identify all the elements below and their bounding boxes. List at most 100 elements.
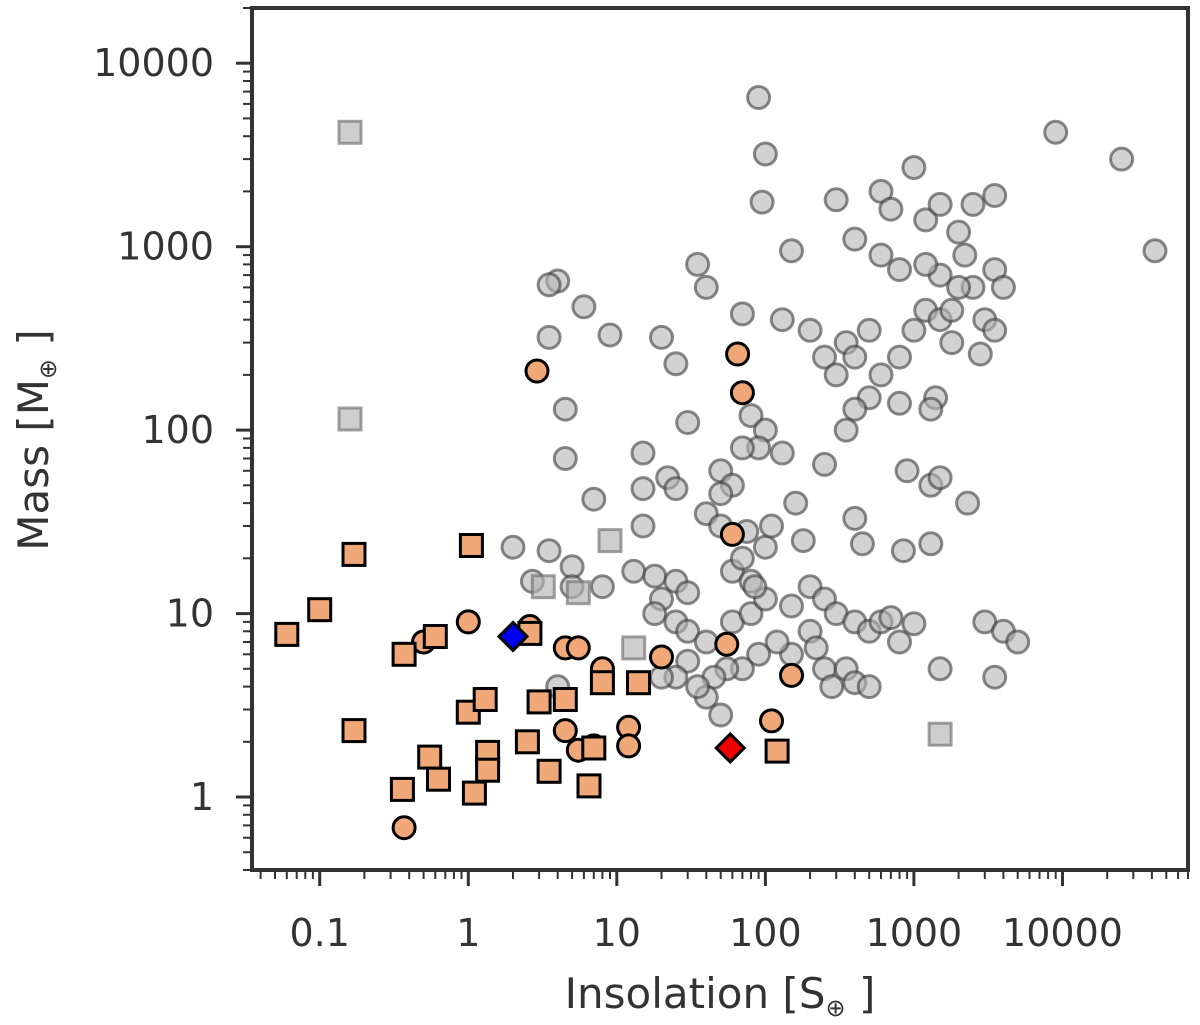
orange-square-point-0 — [274, 621, 300, 647]
gray-circle-point-126 — [685, 674, 711, 700]
gray-circle-point-109 — [742, 574, 768, 600]
gray-circles-series — [500, 85, 1168, 728]
gray-circle-point-72 — [581, 486, 607, 512]
x-tick-label: 1000 — [866, 911, 963, 955]
gray-circle-point-6 — [901, 155, 927, 180]
highlight-red-series — [714, 731, 747, 765]
orange-square-point-11 — [552, 687, 578, 712]
gray-circle-point-89 — [738, 601, 764, 627]
gray-circle-point-42 — [856, 317, 882, 343]
gray-circle-point-145 — [946, 274, 972, 300]
orange-square-point-3 — [458, 533, 484, 558]
orange-circle-point-2 — [729, 380, 755, 406]
orange-square-point-13 — [626, 670, 651, 696]
gray-circle-point-59 — [738, 403, 764, 429]
orange-circle-point-12 — [779, 662, 804, 688]
gray-square-point-0 — [337, 119, 363, 145]
gray-circle-point-13 — [982, 183, 1008, 208]
gray-circle-point-32 — [536, 324, 562, 350]
data-points — [274, 85, 1168, 841]
orange-square-point-10 — [526, 689, 552, 715]
gray-circle-point-27 — [693, 274, 719, 300]
y-tick-label: 10000 — [93, 41, 214, 85]
gray-circle-point-118 — [856, 674, 882, 700]
orange-circle-point-8 — [565, 635, 591, 661]
orange-square-point-2 — [341, 541, 367, 567]
gray-circle-point-148 — [967, 341, 993, 367]
x-tick-label: 100 — [729, 911, 802, 955]
gray-square-point-2 — [530, 574, 556, 600]
gray-circle-point-137 — [982, 664, 1008, 690]
gray-circle-point-4 — [1109, 146, 1135, 172]
gray-circle-point-57 — [630, 440, 656, 466]
gray-circle-point-45 — [901, 317, 927, 343]
orange-circle-point-4 — [455, 609, 481, 635]
orange-square-point-18 — [475, 757, 501, 783]
gray-circle-point-120 — [764, 629, 790, 655]
tick-labels: 0.1 1 10 100 1000 10000 1 10 100 1000 10000 — [93, 41, 1123, 955]
gray-circle-point-54 — [833, 417, 859, 443]
gray-circle-point-84 — [642, 601, 668, 627]
gray-circle-point-55 — [552, 396, 578, 422]
gray-squares-series — [337, 119, 953, 747]
gray-circle-point-144 — [918, 531, 944, 557]
gray-circle-point-86 — [675, 618, 701, 644]
gray-circle-point-12 — [960, 191, 986, 217]
gray-circle-point-142 — [849, 531, 875, 557]
orange-square-point-23 — [461, 780, 487, 806]
orange-square-point-5 — [391, 641, 417, 667]
gray-circle-point-91 — [779, 593, 804, 619]
y-tick-label: 100 — [141, 408, 214, 452]
gray-circle-point-131 — [708, 702, 734, 728]
gray-circle-point-71 — [630, 513, 656, 539]
plot-frame — [250, 6, 1190, 872]
gray-circle-point-63 — [729, 435, 755, 461]
gray-circle-point-10 — [913, 207, 939, 233]
y-axis-title: Mass [M⊕ ] — [9, 329, 62, 551]
gray-circle-point-104 — [759, 513, 784, 539]
gray-circle-point-87 — [693, 629, 719, 655]
gray-circle-point-113 — [803, 635, 829, 661]
gray-circle-point-7 — [823, 187, 849, 213]
gray-circle-point-37 — [797, 317, 823, 343]
gray-circle-point-69 — [663, 476, 689, 502]
gray-circle-point-56 — [552, 446, 578, 471]
highlight-blue-series — [496, 620, 530, 653]
y-tick-label: 10 — [166, 592, 214, 636]
gray-circle-point-16 — [990, 274, 1016, 300]
orange-square-point-20 — [581, 735, 607, 761]
gray-circle-point-11 — [927, 191, 953, 217]
gray-square-point-3 — [565, 580, 591, 606]
gray-circle-point-1 — [752, 141, 778, 167]
gray-circle-point-98 — [878, 605, 904, 631]
gray-circle-point-75 — [536, 538, 562, 564]
y-tick-label: 1000 — [117, 225, 214, 269]
x-tick-label: 0.1 — [289, 911, 349, 955]
gray-circle-point-29 — [536, 272, 562, 298]
gray-circle-point-50 — [918, 396, 944, 422]
gray-circle-point-58 — [675, 410, 701, 435]
gray-circle-point-33 — [649, 324, 674, 350]
gray-circle-point-146 — [952, 242, 978, 268]
gray-circle-point-105 — [783, 490, 809, 516]
gray-circle-point-48 — [939, 330, 965, 356]
x-tick-label: 10000 — [1002, 911, 1123, 955]
gray-circle-point-22 — [887, 257, 912, 283]
orange-square-point-4 — [341, 718, 367, 744]
gray-circle-point-41 — [842, 344, 868, 370]
orange-circle-point-3 — [719, 521, 745, 547]
gray-circle-point-23 — [868, 242, 894, 268]
gray-square-point-5 — [621, 635, 647, 661]
gray-circle-point-70 — [630, 476, 656, 502]
highlight-red-point-0 — [714, 731, 747, 765]
gray-circle-point-99 — [887, 629, 912, 655]
y-axis-title-subscript: ⊕ — [34, 359, 62, 379]
gray-circle-point-147 — [939, 297, 965, 323]
orange-square-point-12 — [589, 670, 615, 696]
gray-circle-point-108 — [729, 545, 755, 571]
gray-circle-point-141 — [842, 505, 868, 531]
orange-square-point-1 — [307, 597, 333, 623]
gray-circle-point-0 — [746, 85, 772, 110]
gray-circle-point-26 — [685, 251, 711, 277]
